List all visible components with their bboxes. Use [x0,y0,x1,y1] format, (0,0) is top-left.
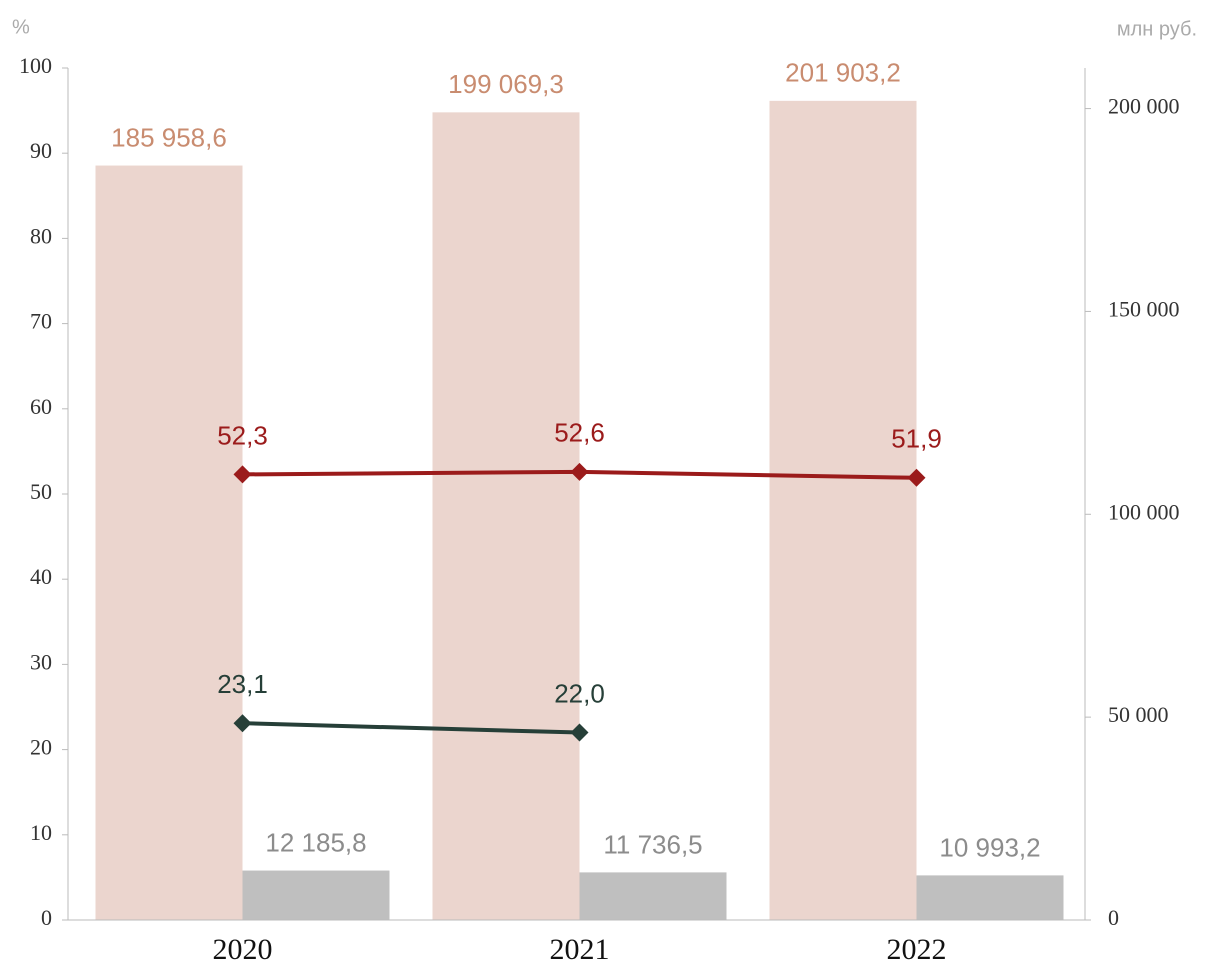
bar [916,875,1064,920]
x-tick-label: 2022 [887,933,947,966]
bar-value-label: 185 958,6 [111,122,227,152]
line-value-label: 23,1 [217,669,268,699]
line-value-label: 51,9 [891,424,942,454]
y-tick-label: 60 [30,394,52,419]
line-value-label: 52,6 [554,418,605,448]
y-tick-label: 0 [41,905,52,930]
bar-value-label: 10 993,2 [939,832,1040,862]
y2-axis-unit: млн руб. [1117,18,1197,40]
line-marker [907,468,926,487]
y-tick-label: 50 [30,479,52,504]
y-tick-label: 70 [30,309,52,334]
y-tick-label: 40 [30,564,52,589]
y2-tick-label: 100 000 [1108,499,1180,524]
y-tick-label: 30 [30,649,52,674]
line-marker [233,465,252,484]
line-value-label: 52,3 [217,420,268,450]
y-tick-label: 100 [19,53,52,78]
y-tick-label: 20 [30,735,52,760]
line-value-label: 22,0 [554,678,605,708]
line [242,721,580,735]
y-tick-label: 80 [30,223,52,248]
line-marker [233,714,252,733]
y2-tick-label: 150 000 [1108,296,1180,321]
x-tick-label: 2021 [550,933,610,966]
y-axis-unit: % [12,16,30,38]
bar-value-label: 11 736,5 [603,829,702,859]
y2-tick-label: 0 [1108,905,1119,930]
bar [95,165,243,920]
y2-tick-label: 200 000 [1108,94,1180,119]
bar [242,870,390,920]
y-tick-label: 90 [30,138,52,163]
bar-value-label: 199 069,3 [448,69,564,99]
x-tick-label: 2020 [213,933,273,966]
bar [769,100,917,921]
line-marker [570,723,589,742]
bar [579,872,727,920]
bar-value-label: 12 185,8 [265,827,366,857]
line-marker [570,462,589,481]
y2-tick-label: 50 000 [1108,702,1169,727]
bar [432,112,580,920]
bar-value-label: 201 903,2 [785,58,901,88]
y-tick-label: 10 [30,820,52,845]
